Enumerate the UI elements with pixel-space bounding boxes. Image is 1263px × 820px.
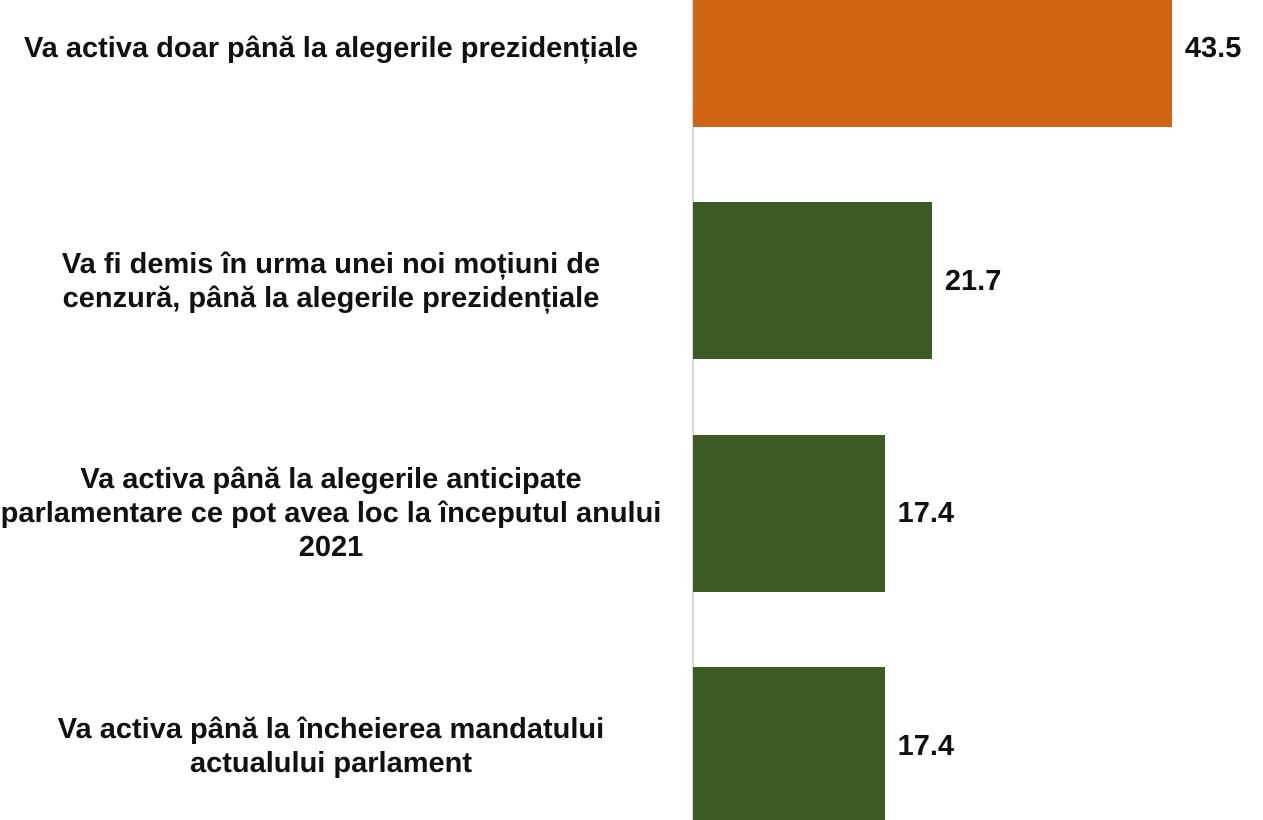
category-label: Va activa doar până la alegerile prezide… <box>23 32 639 64</box>
value-label: 21.7 <box>944 264 1002 297</box>
category-label: Va activa până la încheierea mandatului … <box>57 712 605 779</box>
bar <box>693 0 1172 127</box>
bar <box>693 667 885 820</box>
value-label: 43.5 <box>1184 32 1242 64</box>
value-label: 17.4 <box>897 497 955 529</box>
category-label: Va activa până la alegerile anticipate p… <box>0 463 662 563</box>
bar <box>693 202 932 359</box>
category-label: Va fi demis în urma unei noi moțiuni de … <box>61 247 601 314</box>
bar <box>693 434 885 592</box>
axis-line <box>692 0 694 820</box>
value-label: 17.4 <box>897 729 955 762</box>
